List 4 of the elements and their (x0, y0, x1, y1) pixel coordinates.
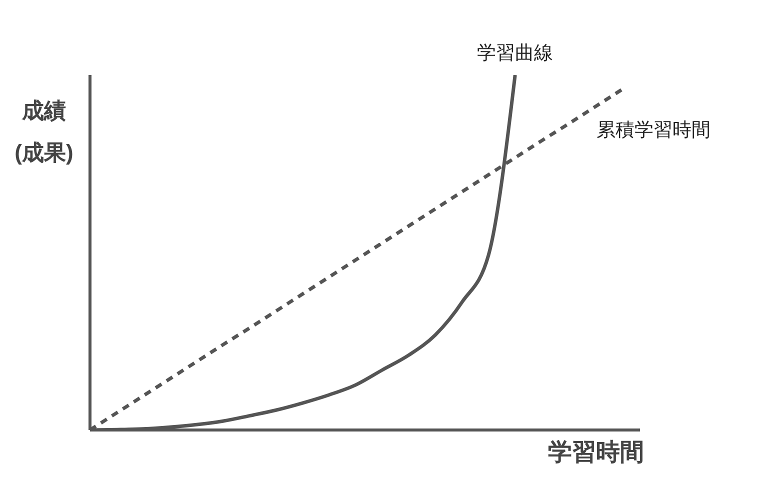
series-label: 累積学習時間 (596, 120, 710, 141)
x-axis-title: 学習時間 (548, 438, 644, 468)
y-axis-title: 成績 (成果) (14, 97, 74, 167)
series-label: 学習曲線 (477, 43, 554, 64)
